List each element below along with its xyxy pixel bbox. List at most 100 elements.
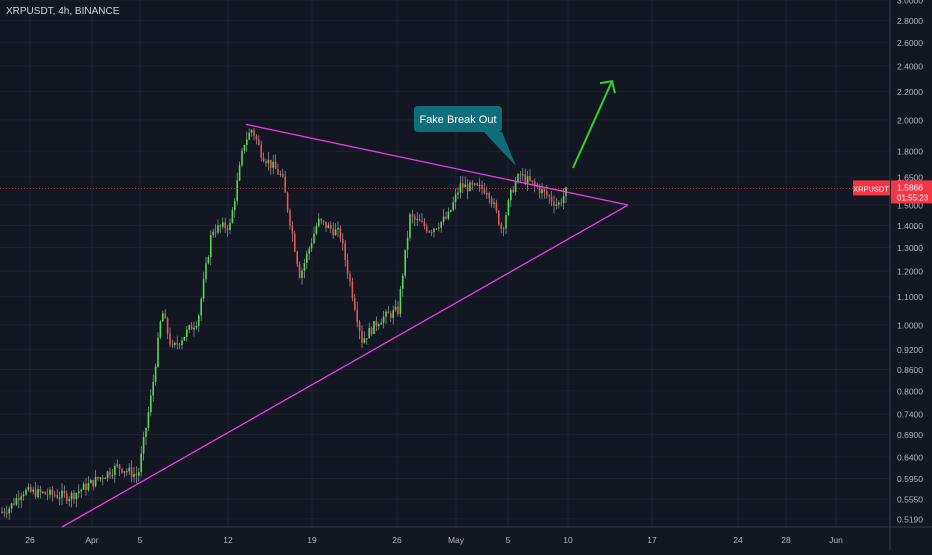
y-tick-label: 0.6900: [897, 430, 923, 440]
candle-body: [262, 157, 265, 162]
candle-body: [550, 196, 553, 202]
y-tick-label: 0.5190: [897, 514, 923, 524]
candle-body: [1, 511, 3, 513]
candle-body: [25, 489, 27, 495]
candle-body: [478, 184, 481, 186]
candle-body: [447, 211, 450, 219]
candle-body: [426, 226, 428, 232]
candle-body: [10, 503, 13, 509]
candle-body: [222, 222, 224, 227]
y-tick-label: 2.2000: [897, 87, 923, 97]
candle-body: [546, 191, 548, 196]
candle-body: [519, 174, 522, 176]
candle-body: [109, 471, 111, 476]
candle-body: [147, 412, 150, 429]
candle-body: [99, 477, 102, 479]
last-price-symbol: XRPUSDT: [853, 184, 889, 193]
candle-body: [49, 489, 51, 495]
candle-body: [433, 228, 435, 233]
candle-body: [493, 202, 495, 204]
x-tick-label: Apr: [85, 535, 98, 545]
candle-body: [18, 498, 20, 501]
candle-body: [92, 479, 94, 487]
candle-body: [171, 344, 174, 346]
candle-body: [212, 231, 214, 236]
candle-body: [349, 274, 351, 282]
candle-body: [486, 193, 488, 195]
candle-body: [198, 315, 200, 326]
candle-body: [27, 486, 30, 490]
candle-body: [402, 275, 404, 289]
y-tick-label: 1.4000: [897, 221, 923, 231]
candle-body: [418, 219, 421, 222]
candle-body: [56, 495, 58, 498]
candle-body: [111, 474, 114, 476]
candle-body: [80, 489, 82, 492]
candle-body: [298, 264, 301, 278]
candle-body: [272, 161, 274, 168]
candle-body: [87, 483, 90, 490]
candle-body: [116, 464, 118, 466]
candle-body: [22, 494, 25, 497]
candle-body: [157, 337, 159, 367]
candle-body: [548, 195, 550, 197]
candle-body: [135, 474, 138, 476]
candle-body: [495, 202, 498, 211]
candle-body: [464, 184, 466, 188]
candle-body: [255, 136, 258, 140]
candle-body: [253, 130, 255, 137]
candle-body: [421, 221, 423, 223]
candle-body: [15, 498, 18, 505]
candle-body: [121, 468, 123, 473]
candle-body: [238, 165, 241, 181]
candles: [1, 128, 567, 520]
candle-body: [246, 139, 248, 145]
candle-body: [63, 490, 66, 494]
candle-body: [308, 248, 310, 254]
candle-body: [543, 189, 546, 192]
candle-body: [6, 512, 8, 514]
candle-body: [378, 324, 380, 327]
candle-body: [442, 216, 445, 222]
candle-body: [346, 259, 349, 275]
candle-body: [75, 493, 78, 500]
candle-body: [332, 228, 334, 236]
candle-body: [183, 336, 186, 341]
candle-body: [186, 329, 188, 337]
candle-body: [435, 228, 438, 230]
candle-body: [534, 181, 536, 186]
candle-body: [145, 428, 147, 437]
candle-body: [394, 306, 397, 311]
candle-body: [327, 224, 330, 229]
candle-body: [356, 309, 358, 323]
candle-body: [411, 214, 414, 217]
y-tick-label: 0.6400: [897, 452, 923, 462]
candle-body: [282, 173, 284, 177]
breakout-arrow-head: [599, 80, 616, 94]
last-price-countdown: 01:55:23: [897, 193, 929, 202]
candle-body: [430, 231, 433, 233]
candle-body: [154, 366, 157, 382]
candle-body: [368, 327, 370, 339]
candle-body: [322, 220, 325, 222]
candle-body: [30, 486, 32, 492]
candle-body: [397, 306, 399, 314]
candle-body: [188, 325, 190, 330]
candle-body: [462, 183, 464, 188]
candle-body: [70, 492, 73, 500]
candle-body: [517, 174, 519, 183]
y-tick-label: 1.3000: [897, 243, 923, 253]
candle-body: [514, 182, 517, 192]
candle-body: [310, 243, 313, 249]
last-price-value: 1.5866: [897, 182, 923, 192]
y-tick-label: 2.6000: [897, 38, 923, 48]
candle-body: [291, 225, 294, 234]
candle-body: [34, 489, 37, 498]
candle-body: [85, 483, 87, 490]
candle-body: [404, 249, 406, 276]
candle-body: [166, 318, 169, 334]
candle-body: [82, 483, 85, 490]
callout-bubble: [414, 106, 516, 166]
candle-body: [529, 176, 531, 181]
